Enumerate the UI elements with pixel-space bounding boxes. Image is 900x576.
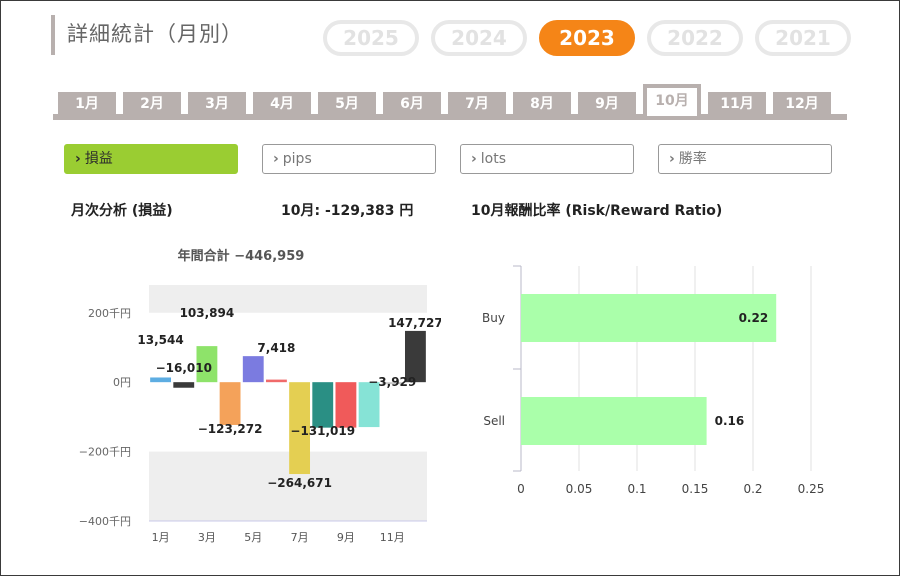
chevron-right-icon: ›	[75, 151, 81, 167]
tab-month-10[interactable]: 10月	[643, 84, 701, 116]
y-tick-label: Buy	[482, 311, 505, 325]
x-tick-label: 0.2	[743, 482, 762, 496]
plot-band-bottom	[149, 451, 427, 521]
tab-month-12[interactable]: 12月	[773, 92, 831, 116]
x-tick-label: 0.05	[566, 482, 593, 496]
bar-12月	[404, 330, 426, 383]
bar-5月	[242, 356, 264, 383]
data-label: −123,272	[198, 422, 263, 436]
x-tick-label: 0.1	[627, 482, 646, 496]
year-button-2024[interactable]: 2024	[431, 20, 527, 56]
tab-month-7[interactable]: 7月	[448, 92, 506, 116]
x-tick-label: 3月	[198, 531, 216, 544]
filter-label: 勝率	[678, 151, 707, 167]
bar-9月	[335, 382, 357, 428]
x-tick-label: 5月	[244, 531, 262, 544]
data-label: −131,019	[290, 424, 355, 438]
tab-month-11[interactable]: 11月	[708, 92, 766, 116]
year-button-2023[interactable]: 2023	[539, 20, 635, 56]
tab-month-5[interactable]: 5月	[318, 92, 376, 116]
month-total-value: 10月: -129,383 円	[281, 203, 414, 219]
filter-label: 損益	[84, 151, 113, 167]
data-label: 13,544	[137, 333, 183, 347]
year-selector: 2025 2024 2023 2022 2021	[323, 20, 851, 56]
monthly-pnl-chart: 年間合計 −446,959 200千円 0円 −200千円 −400千円 13,544 −1…	[61, 241, 443, 561]
chart-title: 年間合計 −446,959	[178, 248, 305, 264]
page-title: 詳細統計（月別）	[67, 22, 243, 46]
rr-ratio-heading: 10月報酬比率 (Risk/Reward Ratio)	[471, 203, 723, 219]
data-label: 103,894	[180, 306, 235, 320]
data-label: −264,671	[267, 476, 332, 490]
rr-ratio-chart-svg: 0 0.05 0.1 0.15 0.2 0.25 Buy 0.22 Sell 0.16	[482, 265, 825, 496]
year-button-2022[interactable]: 2022	[647, 20, 743, 56]
bar-10月	[358, 382, 380, 428]
monthly-analysis-heading: 月次分析 (損益)	[71, 203, 173, 219]
year-button-2021[interactable]: 2021	[755, 20, 851, 56]
bar-1月	[150, 377, 172, 383]
month-tabs: 1月 2月 3月 4月 5月 6月 7月 8月 9月 10月 11月 12月	[58, 84, 831, 116]
filter-winrate-button[interactable]: › 勝率	[658, 144, 832, 174]
bar-4月	[219, 382, 241, 425]
data-label: 7,418	[257, 341, 295, 355]
y-tick-label: 0円	[113, 376, 131, 389]
data-label: 147,727	[388, 316, 441, 330]
chevron-right-icon: ›	[669, 151, 675, 167]
x-tick-label: 0	[517, 482, 525, 496]
x-tick-label: 7月	[291, 531, 309, 544]
chevron-right-icon: ›	[471, 151, 477, 167]
bar-7月	[289, 382, 311, 475]
y-tick-label: −400千円	[79, 515, 131, 528]
tab-month-8[interactable]: 8月	[513, 92, 571, 116]
data-label: 0.22	[739, 311, 769, 325]
tab-month-1[interactable]: 1月	[58, 92, 116, 116]
monthly-pnl-chart-svg: 年間合計 −446,959 200千円 0円 −200千円 −400千円 13,544 −1…	[79, 248, 443, 544]
month-tab-underline	[53, 114, 847, 120]
bar-Buy	[521, 294, 777, 342]
x-tick-label: 11月	[380, 531, 405, 544]
filter-lots-button[interactable]: › lots	[460, 144, 634, 174]
filter-label: lots	[480, 151, 507, 167]
bar-2月	[173, 382, 195, 388]
metric-filters: › 損益 › pips › lots › 勝率	[64, 144, 832, 174]
filter-pnl-button[interactable]: › 損益	[64, 144, 238, 174]
plot-band-top	[149, 285, 427, 313]
chevron-right-icon: ›	[273, 151, 279, 167]
tab-month-2[interactable]: 2月	[123, 92, 181, 116]
tab-month-6[interactable]: 6月	[383, 92, 441, 116]
bar-3月	[196, 346, 218, 383]
x-tick-label: 9月	[337, 531, 355, 544]
data-label: −3,929	[368, 375, 416, 389]
x-tick-label: 0.25	[798, 482, 825, 496]
data-label: 0.16	[715, 414, 745, 428]
x-tick-label: 0.15	[682, 482, 709, 496]
page-title-wrap: 詳細統計（月別）	[51, 15, 243, 55]
tab-month-4[interactable]: 4月	[253, 92, 311, 116]
bar-8月	[312, 382, 334, 428]
y-tick-label: Sell	[483, 414, 505, 428]
data-label: −16,010	[156, 361, 212, 375]
filter-label: pips	[282, 151, 312, 167]
tab-month-9[interactable]: 9月	[578, 92, 636, 116]
x-tick-label: 1月	[152, 531, 170, 544]
y-tick-label: 200千円	[88, 307, 131, 320]
bar-11月	[381, 382, 403, 385]
rr-ratio-chart: 0 0.05 0.1 0.15 0.2 0.25 Buy 0.22 Sell 0.16	[471, 256, 831, 516]
tab-month-3[interactable]: 3月	[188, 92, 246, 116]
bar-Sell	[521, 397, 707, 445]
bar-6月	[265, 379, 287, 383]
filter-pips-button[interactable]: › pips	[262, 144, 436, 174]
year-button-2025[interactable]: 2025	[323, 20, 419, 56]
y-tick-label: −200千円	[79, 446, 131, 459]
